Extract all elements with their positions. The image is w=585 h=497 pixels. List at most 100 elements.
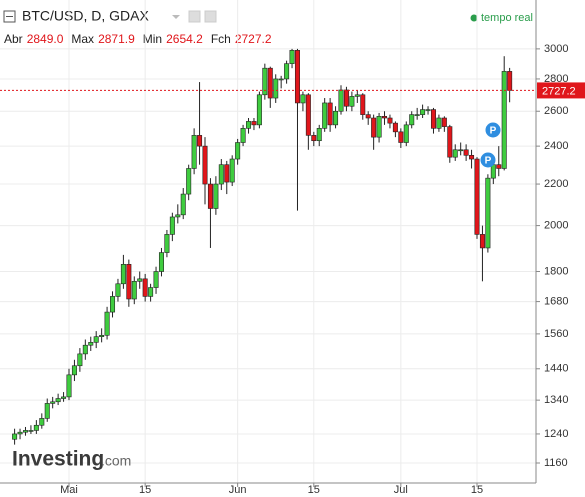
candle-body: [382, 116, 388, 119]
candle-body: [360, 94, 366, 115]
candle-body: [66, 374, 72, 398]
candle-body: [131, 281, 137, 300]
field-value: 2654.2: [166, 32, 203, 46]
menu-icon[interactable]: [3, 10, 16, 23]
event-marker[interactable]: [480, 152, 496, 168]
close-icon[interactable]: [204, 10, 217, 23]
candle-body: [365, 114, 371, 119]
candle-body: [507, 71, 513, 91]
last-price-label: 2727.2: [542, 85, 576, 97]
candle-body: [55, 398, 61, 403]
candle-body: [479, 234, 485, 249]
candle-body: [256, 94, 262, 126]
candle-body: [420, 109, 426, 115]
candle-body: [148, 287, 154, 297]
candle-body: [99, 334, 105, 337]
candle-body: [262, 67, 268, 96]
logo-suffix: .com: [101, 453, 131, 469]
symbol-title: BTC/USD, D, GDAX: [22, 8, 149, 24]
candle-body: [33, 424, 39, 431]
candle-body: [387, 117, 393, 124]
y-tick-label: 3000: [544, 43, 568, 55]
y-tick-label: 1340: [544, 394, 568, 406]
candle-body: [305, 94, 311, 136]
candle-body: [169, 216, 175, 235]
candle-body: [327, 102, 333, 126]
candle-body: [12, 433, 18, 440]
y-tick-label: 2800: [544, 73, 568, 85]
dropdown-arrow[interactable]: [172, 15, 180, 19]
candle-body: [273, 78, 279, 99]
candle-body: [343, 89, 349, 107]
field-label: Fch: [211, 32, 231, 46]
candle-body: [425, 109, 431, 111]
status-dot: [470, 14, 478, 22]
x-tick-label: Mai: [60, 484, 78, 496]
candle-body: [322, 102, 328, 129]
candle-body: [430, 109, 436, 129]
candle-body: [371, 117, 377, 138]
candle-body: [197, 135, 203, 147]
candle-body: [403, 124, 409, 143]
candle-body: [229, 158, 235, 183]
candle-body: [284, 63, 290, 80]
candle-body: [22, 430, 28, 433]
candle-body: [158, 252, 164, 272]
candle-body: [77, 353, 83, 367]
candle-body: [175, 214, 181, 218]
candle-body: [180, 193, 186, 216]
candle-body: [458, 149, 464, 152]
y-tick-label: 1440: [544, 363, 568, 375]
candle-body: [191, 135, 197, 169]
candle-body: [398, 131, 404, 143]
x-tick-label: Jun: [229, 484, 247, 496]
candle-body: [120, 264, 126, 285]
event-marker[interactable]: [485, 122, 501, 138]
y-tick-label: 2000: [544, 220, 568, 232]
candle-body: [289, 50, 295, 64]
field-label: Max: [71, 32, 94, 46]
field-value: 2849.0: [27, 32, 64, 46]
candle-body: [469, 155, 475, 160]
candle-body: [115, 283, 121, 297]
candle-body: [44, 403, 50, 419]
candle-body: [235, 142, 241, 160]
status-text: tempo real: [481, 12, 533, 24]
candle-body: [463, 149, 469, 156]
candle-body: [496, 164, 502, 169]
candle-body: [224, 164, 230, 183]
candle-body: [414, 114, 420, 116]
logo-name: Investing: [12, 448, 104, 471]
candle-body: [126, 264, 132, 300]
candle-body: [207, 183, 213, 209]
x-tick-label: 15: [308, 484, 320, 496]
candle-body: [240, 128, 246, 143]
x-tick-label: 15: [471, 484, 483, 496]
candle-body: [137, 278, 143, 282]
y-tick-label: 1680: [544, 295, 568, 307]
candle-body: [452, 149, 458, 158]
y-tick-label: 1160: [544, 457, 568, 469]
candle-body: [485, 177, 491, 249]
candle-body: [153, 271, 159, 288]
y-tick-label: 2600: [544, 105, 568, 117]
candle-body: [104, 311, 110, 336]
candle-body: [409, 114, 415, 126]
candle-body: [436, 117, 442, 129]
y-tick-label: 1800: [544, 265, 568, 277]
candle-body: [501, 71, 507, 169]
candle-body: [39, 418, 45, 426]
candle-body: [490, 164, 496, 179]
x-tick-label: 15: [139, 484, 151, 496]
candle-body: [376, 116, 382, 138]
candle-body: [110, 296, 116, 313]
y-tick-label: 2200: [544, 178, 568, 190]
candle-body: [88, 342, 94, 346]
y-tick-label: 2400: [544, 140, 568, 152]
candle-body: [447, 126, 453, 158]
candle-body: [338, 89, 344, 112]
settings-icon[interactable]: [188, 10, 201, 23]
candle-body: [251, 121, 257, 126]
event-marker-label: P: [485, 156, 492, 167]
